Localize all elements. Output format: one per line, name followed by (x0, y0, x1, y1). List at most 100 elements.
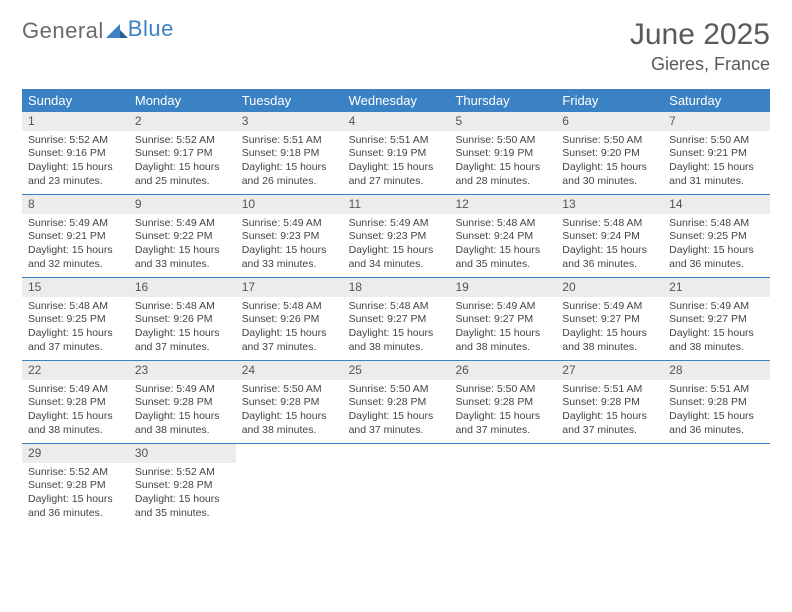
sunrise-text: Sunrise: 5:50 AM (349, 383, 444, 397)
sunrise-text: Sunrise: 5:50 AM (242, 383, 337, 397)
day2-text: and 37 minutes. (28, 341, 123, 355)
day-body: Sunrise: 5:49 AMSunset: 9:21 PMDaylight:… (22, 216, 129, 276)
day-cell: 27 Sunrise: 5:51 AMSunset: 9:28 PMDayligh… (556, 361, 663, 443)
day1-text: Daylight: 15 hours (242, 410, 337, 424)
day-body: Sunrise: 5:48 AMSunset: 9:24 PMDaylight:… (449, 216, 556, 276)
day2-text: and 36 minutes. (562, 258, 657, 272)
day-cell: 15Sunrise: 5:48 AMSunset: 9:25 PMDayligh… (22, 278, 129, 360)
day1-text: Daylight: 15 hours (28, 244, 123, 258)
day-cell: 17Sunrise: 5:48 AMSunset: 9:26 PMDayligh… (236, 278, 343, 360)
sunset-text: Sunset: 9:25 PM (28, 313, 123, 327)
day1-text: Daylight: 15 hours (562, 410, 657, 424)
sunset-text: Sunset: 9:16 PM (28, 147, 123, 161)
sunset-text: Sunset: 9:19 PM (455, 147, 550, 161)
sunrise-text: Sunrise: 5:49 AM (242, 217, 337, 231)
sunset-text: Sunset: 9:24 PM (562, 230, 657, 244)
day-number: 13 (556, 195, 663, 214)
day-number: 2 (129, 112, 236, 131)
day-body: Sunrise: 5:48 AMSunset: 9:25 PMDaylight:… (663, 216, 770, 276)
day-number: 22 (22, 361, 129, 380)
day-cell: 9Sunrise: 5:49 AMSunset: 9:22 PMDaylight… (129, 195, 236, 277)
sunset-text: Sunset: 9:27 PM (455, 313, 550, 327)
day-cell: 16Sunrise: 5:48 AMSunset: 9:26 PMDayligh… (129, 278, 236, 360)
empty-cell (449, 444, 556, 526)
day1-text: Daylight: 15 hours (455, 410, 550, 424)
day1-text: Daylight: 15 hours (669, 327, 764, 341)
sunrise-text: Sunrise: 5:49 AM (349, 217, 444, 231)
weekday-label: Tuesday (236, 89, 343, 112)
sunrise-text: Sunrise: 5:48 AM (455, 217, 550, 231)
day1-text: Daylight: 15 hours (455, 327, 550, 341)
sunset-text: Sunset: 9:23 PM (349, 230, 444, 244)
day-body: Sunrise: 5:52 AMSunset: 9:16 PMDaylight:… (22, 133, 129, 193)
day-number: 12 (449, 195, 556, 214)
week-row: 1Sunrise: 5:52 AMSunset: 9:16 PMDaylight… (22, 112, 770, 195)
day2-text: and 38 minutes. (28, 424, 123, 438)
sunrise-text: Sunrise: 5:48 AM (242, 300, 337, 314)
sunrise-text: Sunrise: 5:48 AM (669, 217, 764, 231)
day1-text: Daylight: 15 hours (562, 244, 657, 258)
sunset-text: Sunset: 9:18 PM (242, 147, 337, 161)
day-body: Sunrise: 5:52 AMSunset: 9:17 PMDaylight:… (129, 133, 236, 193)
logo-triangle-icon (106, 18, 128, 44)
day-cell: 29Sunrise: 5:52 AMSunset: 9:28 PMDayligh… (22, 444, 129, 526)
sunset-text: Sunset: 9:21 PM (669, 147, 764, 161)
day2-text: and 33 minutes. (135, 258, 230, 272)
day-cell: 3Sunrise: 5:51 AMSunset: 9:18 PMDaylight… (236, 112, 343, 194)
empty-cell (236, 444, 343, 526)
day1-text: Daylight: 15 hours (455, 244, 550, 258)
sunrise-text: Sunrise: 5:51 AM (349, 134, 444, 148)
day-body: Sunrise: 5:50 AMSunset: 9:28 PMDaylight:… (236, 382, 343, 442)
day1-text: Daylight: 15 hours (242, 161, 337, 175)
day-cell: 28Sunrise: 5:51 AMSunset: 9:28 PMDayligh… (663, 361, 770, 443)
day-cell: 19Sunrise: 5:49 AMSunset: 9:27 PMDayligh… (449, 278, 556, 360)
sunrise-text: Sunrise: 5:52 AM (135, 134, 230, 148)
day-number: 16 (129, 278, 236, 297)
sunrise-text: Sunrise: 5:48 AM (135, 300, 230, 314)
day-number: 25 (343, 361, 450, 380)
sunrise-text: Sunrise: 5:49 AM (669, 300, 764, 314)
day2-text: and 36 minutes. (669, 424, 764, 438)
day1-text: Daylight: 15 hours (349, 410, 444, 424)
sunrise-text: Sunrise: 5:50 AM (669, 134, 764, 148)
day2-text: and 38 minutes. (562, 341, 657, 355)
day1-text: Daylight: 15 hours (28, 327, 123, 341)
day2-text: and 25 minutes. (135, 175, 230, 189)
day1-text: Daylight: 15 hours (669, 244, 764, 258)
day2-text: and 35 minutes. (455, 258, 550, 272)
day-body: Sunrise: 5:49 AMSunset: 9:27 PMDaylight:… (663, 299, 770, 359)
day-cell: 24Sunrise: 5:50 AMSunset: 9:28 PMDayligh… (236, 361, 343, 443)
sunset-text: Sunset: 9:28 PM (28, 396, 123, 410)
sunrise-text: Sunrise: 5:50 AM (455, 383, 550, 397)
day-number: 17 (236, 278, 343, 297)
day2-text: and 37 minutes. (455, 424, 550, 438)
day1-text: Daylight: 15 hours (349, 244, 444, 258)
day2-text: and 37 minutes. (242, 341, 337, 355)
day-cell: 14Sunrise: 5:48 AMSunset: 9:25 PMDayligh… (663, 195, 770, 277)
sunrise-text: Sunrise: 5:52 AM (28, 134, 123, 148)
sunrise-text: Sunrise: 5:52 AM (135, 466, 230, 480)
day-cell: 23Sunrise: 5:49 AMSunset: 9:28 PMDayligh… (129, 361, 236, 443)
weekday-label: Monday (129, 89, 236, 112)
day-number: 27 (556, 361, 663, 380)
day-body: Sunrise: 5:49 AMSunset: 9:27 PMDaylight:… (449, 299, 556, 359)
day1-text: Daylight: 15 hours (135, 493, 230, 507)
day1-text: Daylight: 15 hours (135, 161, 230, 175)
header: General Blue June 2025 Gieres, France (22, 18, 770, 75)
day2-text: and 30 minutes. (562, 175, 657, 189)
sunset-text: Sunset: 9:26 PM (242, 313, 337, 327)
day-body: Sunrise: 5:48 AMSunset: 9:27 PMDaylight:… (343, 299, 450, 359)
sunset-text: Sunset: 9:23 PM (242, 230, 337, 244)
weekday-label: Saturday (663, 89, 770, 112)
day-body: Sunrise: 5:51 AMSunset: 9:28 PMDaylight:… (556, 382, 663, 442)
day-number: 7 (663, 112, 770, 131)
sunset-text: Sunset: 9:28 PM (562, 396, 657, 410)
day-cell: 10Sunrise: 5:49 AMSunset: 9:23 PMDayligh… (236, 195, 343, 277)
day-body: Sunrise: 5:48 AMSunset: 9:25 PMDaylight:… (22, 299, 129, 359)
sunset-text: Sunset: 9:27 PM (669, 313, 764, 327)
sunset-text: Sunset: 9:24 PM (455, 230, 550, 244)
day2-text: and 36 minutes. (669, 258, 764, 272)
weekday-label: Friday (556, 89, 663, 112)
week-row: 22Sunrise: 5:49 AMSunset: 9:28 PMDayligh… (22, 361, 770, 444)
day-number: 9 (129, 195, 236, 214)
